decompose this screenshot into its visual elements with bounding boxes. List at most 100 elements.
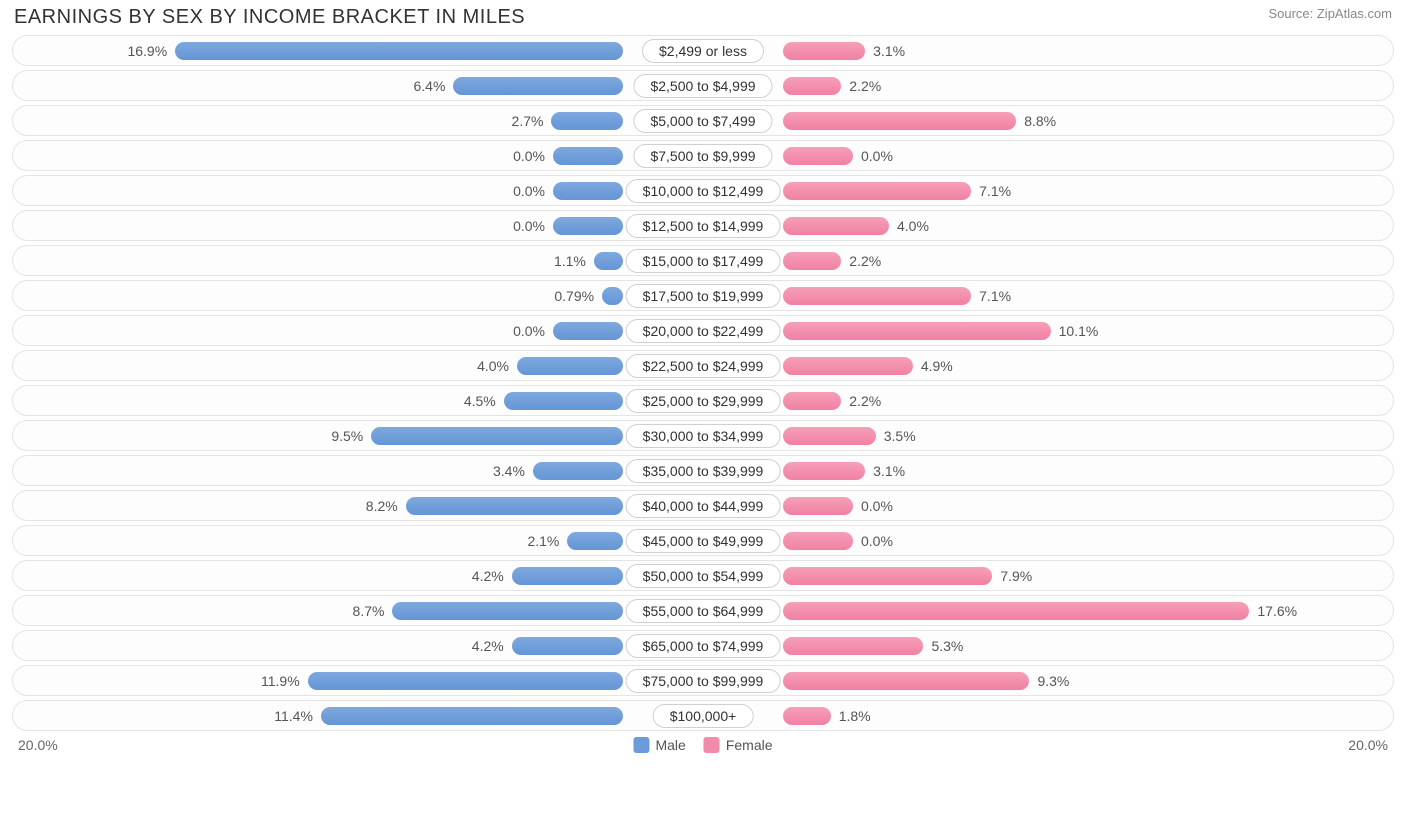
- female-half: 3.1%: [703, 456, 1393, 485]
- female-bar: [783, 427, 876, 445]
- bracket-label: $35,000 to $39,999: [626, 459, 781, 483]
- female-half: 3.5%: [703, 421, 1393, 450]
- bracket-label: $17,500 to $19,999: [626, 284, 781, 308]
- bracket-label: $5,000 to $7,499: [633, 109, 772, 133]
- bracket-label: $2,499 or less: [642, 39, 764, 63]
- female-bar: [783, 672, 1029, 690]
- male-half: 4.2%: [13, 631, 703, 660]
- female-half: 0.0%: [703, 141, 1393, 170]
- female-bar: [783, 217, 889, 235]
- male-value: 4.5%: [464, 393, 496, 409]
- male-value: 4.0%: [477, 358, 509, 374]
- female-bar: [783, 322, 1051, 340]
- male-half: 4.0%: [13, 351, 703, 380]
- male-value: 0.0%: [513, 183, 545, 199]
- male-half: 1.1%: [13, 246, 703, 275]
- chart-row: 4.2%5.3%$65,000 to $74,999: [12, 630, 1394, 661]
- chart-header: EARNINGS BY SEX BY INCOME BRACKET IN MIL…: [0, 0, 1406, 33]
- female-half: 9.3%: [703, 666, 1393, 695]
- female-half: 2.2%: [703, 71, 1393, 100]
- bracket-label: $75,000 to $99,999: [626, 669, 781, 693]
- female-half: 4.0%: [703, 211, 1393, 240]
- male-bar: [602, 287, 623, 305]
- female-value: 4.9%: [921, 358, 953, 374]
- male-bar: [553, 182, 623, 200]
- female-value: 3.1%: [873, 463, 905, 479]
- female-bar: [783, 77, 841, 95]
- chart-row: 0.0%10.1%$20,000 to $22,499: [12, 315, 1394, 346]
- male-value: 16.9%: [127, 43, 167, 59]
- female-half: 7.1%: [703, 176, 1393, 205]
- female-bar: [783, 252, 841, 270]
- female-bar: [783, 567, 992, 585]
- female-value: 4.0%: [897, 218, 929, 234]
- male-bar: [553, 217, 623, 235]
- male-bar: [517, 357, 623, 375]
- female-value: 2.2%: [849, 253, 881, 269]
- male-value: 1.1%: [554, 253, 586, 269]
- chart-row: 0.0%4.0%$12,500 to $14,999: [12, 210, 1394, 241]
- male-half: 9.5%: [13, 421, 703, 450]
- female-value: 7.1%: [979, 183, 1011, 199]
- female-bar: [783, 287, 971, 305]
- chart-row: 0.0%0.0%$7,500 to $9,999: [12, 140, 1394, 171]
- bracket-label: $25,000 to $29,999: [626, 389, 781, 413]
- female-half: 7.1%: [703, 281, 1393, 310]
- male-bar: [504, 392, 623, 410]
- bracket-label: $10,000 to $12,499: [626, 179, 781, 203]
- female-half: 2.2%: [703, 246, 1393, 275]
- male-half: 3.4%: [13, 456, 703, 485]
- bracket-label: $30,000 to $34,999: [626, 424, 781, 448]
- chart-row: 1.1% 2.2% $15,000 to $17,499: [12, 245, 1394, 276]
- female-value: 17.6%: [1257, 603, 1297, 619]
- chart-row: 4.0% 4.9% $22,500 to $24,999: [12, 350, 1394, 381]
- male-bar: [551, 112, 623, 130]
- chart-row: 8.7%17.6%$55,000 to $64,999: [12, 595, 1394, 626]
- male-half: 0.0%: [13, 141, 703, 170]
- female-bar: [783, 707, 831, 725]
- legend-item-male: Male: [633, 737, 685, 753]
- female-bar: [783, 602, 1249, 620]
- chart-row: 9.5% 3.5% $30,000 to $34,999: [12, 420, 1394, 451]
- female-bar: [783, 182, 971, 200]
- female-value: 1.8%: [839, 708, 871, 724]
- female-half: 5.3%: [703, 631, 1393, 660]
- male-half: 2.7%: [13, 106, 703, 135]
- female-bar: [783, 147, 853, 165]
- male-value: 3.4%: [493, 463, 525, 479]
- chart-footer: 20.0% Male Female 20.0%: [0, 735, 1406, 753]
- male-bar: [175, 42, 623, 60]
- female-value: 2.2%: [849, 393, 881, 409]
- chart-row: 11.4%1.8%$100,000+: [12, 700, 1394, 731]
- chart-row: 3.4% 3.1% $35,000 to $39,999: [12, 455, 1394, 486]
- female-value: 3.1%: [873, 43, 905, 59]
- male-half: 0.0%: [13, 176, 703, 205]
- female-value: 10.1%: [1059, 323, 1099, 339]
- female-half: 1.8%: [703, 701, 1393, 730]
- male-bar: [553, 147, 623, 165]
- chart-row: 8.2%0.0%$40,000 to $44,999: [12, 490, 1394, 521]
- male-bar: [594, 252, 623, 270]
- male-half: 0.79%: [13, 281, 703, 310]
- chart-row: 4.5% 2.2% $25,000 to $29,999: [12, 385, 1394, 416]
- male-bar: [512, 637, 623, 655]
- male-bar: [406, 497, 623, 515]
- bracket-label: $22,500 to $24,999: [626, 354, 781, 378]
- axis-max-left: 20.0%: [18, 737, 58, 753]
- male-value: 11.4%: [274, 708, 313, 724]
- bracket-label: $45,000 to $49,999: [626, 529, 781, 553]
- male-value: 0.0%: [513, 323, 545, 339]
- female-value: 3.5%: [884, 428, 916, 444]
- chart-row: 6.4%2.2%$2,500 to $4,999: [12, 70, 1394, 101]
- female-value: 8.8%: [1024, 113, 1056, 129]
- female-half: 3.1%: [703, 36, 1393, 65]
- female-half: 7.9%: [703, 561, 1393, 590]
- male-bar: [553, 322, 623, 340]
- female-bar: [783, 637, 923, 655]
- female-value: 2.2%: [849, 78, 881, 94]
- male-bar: [371, 427, 623, 445]
- bracket-label: $15,000 to $17,499: [626, 249, 781, 273]
- female-half: 10.1%: [703, 316, 1393, 345]
- legend-label-female: Female: [726, 737, 773, 753]
- male-half: 8.2%: [13, 491, 703, 520]
